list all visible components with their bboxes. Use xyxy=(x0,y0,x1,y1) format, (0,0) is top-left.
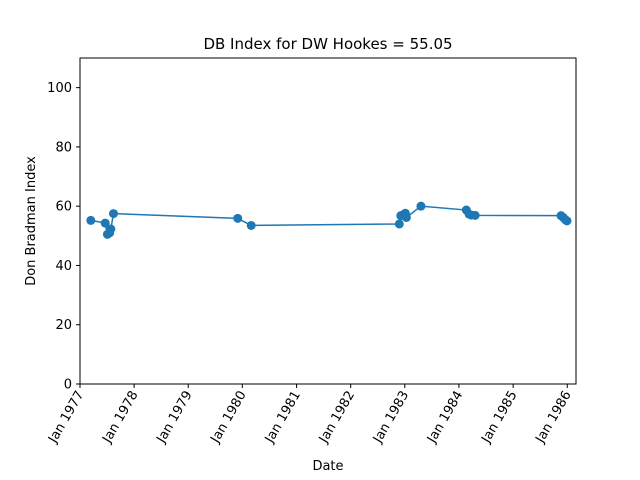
axes-frame xyxy=(79,57,577,385)
data-point xyxy=(106,224,116,234)
data-point xyxy=(416,201,426,211)
chart-title: DB Index for DW Hookes = 55.05 xyxy=(203,35,452,53)
y-tick-label: 80 xyxy=(55,140,72,155)
y-axis: 0 20 40 60 80 100 xyxy=(47,81,80,393)
data-point xyxy=(394,219,404,229)
data-point xyxy=(470,210,480,220)
x-axis-label: Date xyxy=(312,459,343,474)
y-tick-label: 40 xyxy=(55,259,72,274)
data-point xyxy=(100,218,110,228)
y-tick-label: 0 xyxy=(64,378,72,393)
y-axis-label: Don Bradman Index xyxy=(24,156,39,286)
data-point xyxy=(86,215,96,225)
series-layer xyxy=(86,201,572,239)
data-point xyxy=(109,209,118,219)
y-tick-label: 20 xyxy=(55,318,72,333)
y-tick-label: 100 xyxy=(47,81,72,96)
y-tick-label: 60 xyxy=(55,200,72,215)
data-point xyxy=(246,220,256,230)
data-point xyxy=(233,213,243,223)
plot-area xyxy=(80,58,576,384)
data-point xyxy=(401,212,411,222)
data-point xyxy=(562,216,572,226)
